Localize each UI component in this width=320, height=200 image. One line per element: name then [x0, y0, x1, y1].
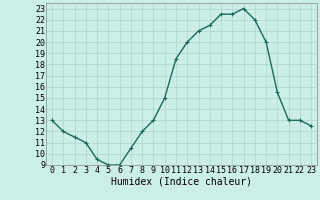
- X-axis label: Humidex (Indice chaleur): Humidex (Indice chaleur): [111, 177, 252, 187]
